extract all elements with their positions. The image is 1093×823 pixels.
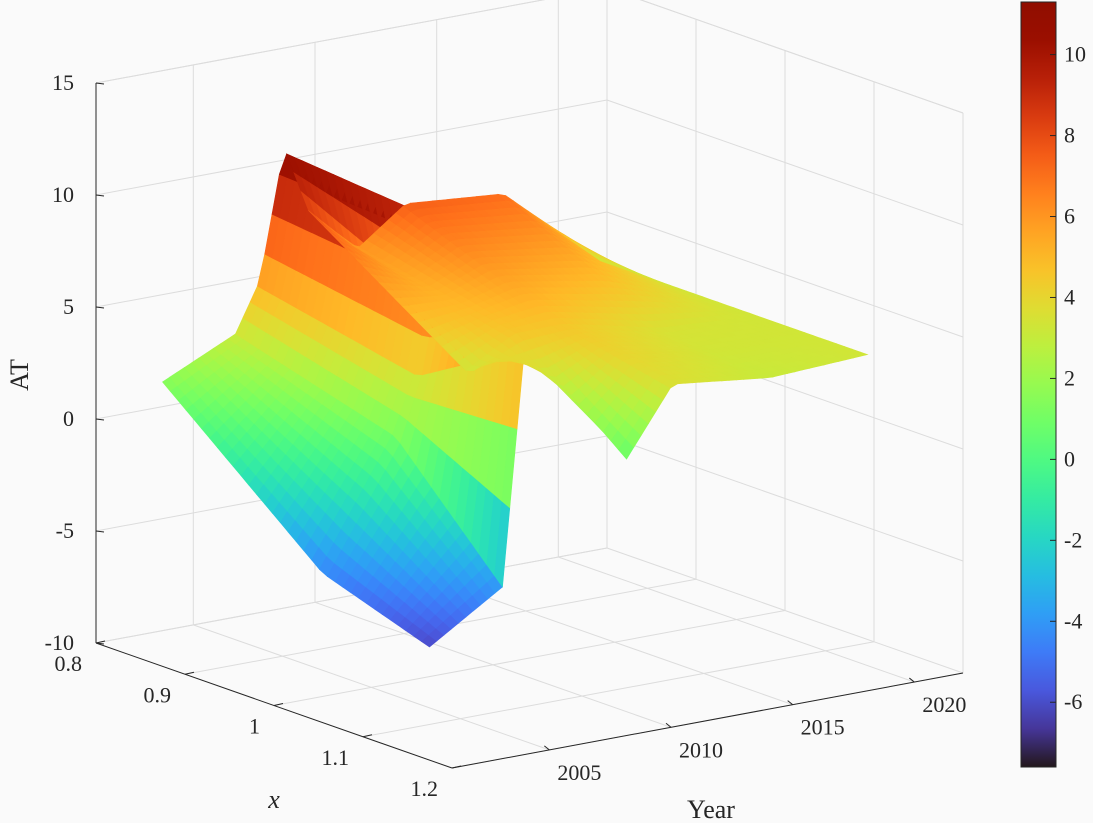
grid-line-floor-x [95, 547, 608, 644]
year-tick-label: 2010 [679, 737, 723, 762]
grid-line-floor-x [362, 641, 875, 738]
grid-line-floor-year [436, 579, 793, 706]
grid-line-floor-year [558, 556, 915, 683]
year-axis-line [451, 672, 964, 769]
x-tick [273, 703, 284, 706]
grid-line-floor-year [193, 624, 550, 751]
year-tick [787, 700, 793, 706]
x-tick-label: 1.2 [411, 776, 439, 801]
z-tick-label: 10 [52, 182, 74, 207]
x-tick-label: 0.8 [55, 651, 83, 676]
z-tick-label: -5 [56, 518, 74, 543]
labels-layer: -10 -5 0 5 10 15 0.8 0.9 1 1.1 1.2 2005 2010 2015 2020… [5, 70, 966, 823]
year-tick [544, 745, 550, 751]
year-tick [909, 677, 915, 683]
x-axis-label: x [267, 785, 280, 814]
grid-line-left-wall-z [95, 99, 608, 196]
z-tick [95, 82, 105, 85]
year-tick-label: 2015 [801, 715, 845, 740]
year-axis-label: Year [687, 795, 735, 823]
surface-layer [162, 153, 869, 648]
colorbar-tick-label: 2 [1064, 365, 1075, 390]
colorbar-tick-label: 8 [1064, 123, 1075, 148]
axes-layer [95, 82, 964, 769]
z-tick-label: 0 [63, 406, 74, 431]
colorbar: -6 -4 -2 0 2 4 6 8 10 [1020, 1, 1086, 768]
colorbar-tick-label: 4 [1064, 284, 1075, 309]
z-tick [95, 306, 105, 309]
x-tick [451, 765, 462, 769]
box-back-edge [95, 0, 546, 84]
year-tick-label: 2020 [922, 692, 966, 717]
grid-line-floor-year [314, 601, 672, 728]
x-tick-label: 0.9 [144, 682, 172, 707]
x-tick [95, 640, 106, 644]
grid-line-floor-x [273, 610, 786, 706]
z-tick-label: -10 [45, 630, 74, 655]
year-tick-label: 2005 [557, 760, 601, 785]
colorbar-tick-label: -6 [1064, 689, 1082, 714]
x-tick [184, 671, 195, 675]
z-tick [95, 530, 105, 533]
x-tick-label: 1 [249, 714, 260, 739]
colorbar-tick-label: -2 [1064, 527, 1082, 552]
x-tick-label: 1.1 [322, 745, 350, 770]
colorbar-tick-label: 10 [1064, 42, 1086, 67]
grid-line-left-wall-z [95, 0, 546, 84]
x-tick [362, 734, 373, 738]
colorbar-tick-label: 0 [1064, 446, 1075, 471]
surface-patch [851, 351, 869, 357]
year-tick [665, 722, 672, 728]
z-tick-label: 5 [63, 294, 74, 319]
colorbar-tick-label: 6 [1064, 204, 1075, 229]
z-tick [95, 194, 105, 197]
box-back-edge [639, 0, 964, 114]
colorbar-tick-label: -4 [1064, 608, 1082, 633]
z-axis-label: AT [5, 359, 34, 391]
z-tick-label: 15 [52, 70, 74, 95]
z-tick [95, 418, 105, 421]
colorbar-bar [1020, 1, 1057, 768]
